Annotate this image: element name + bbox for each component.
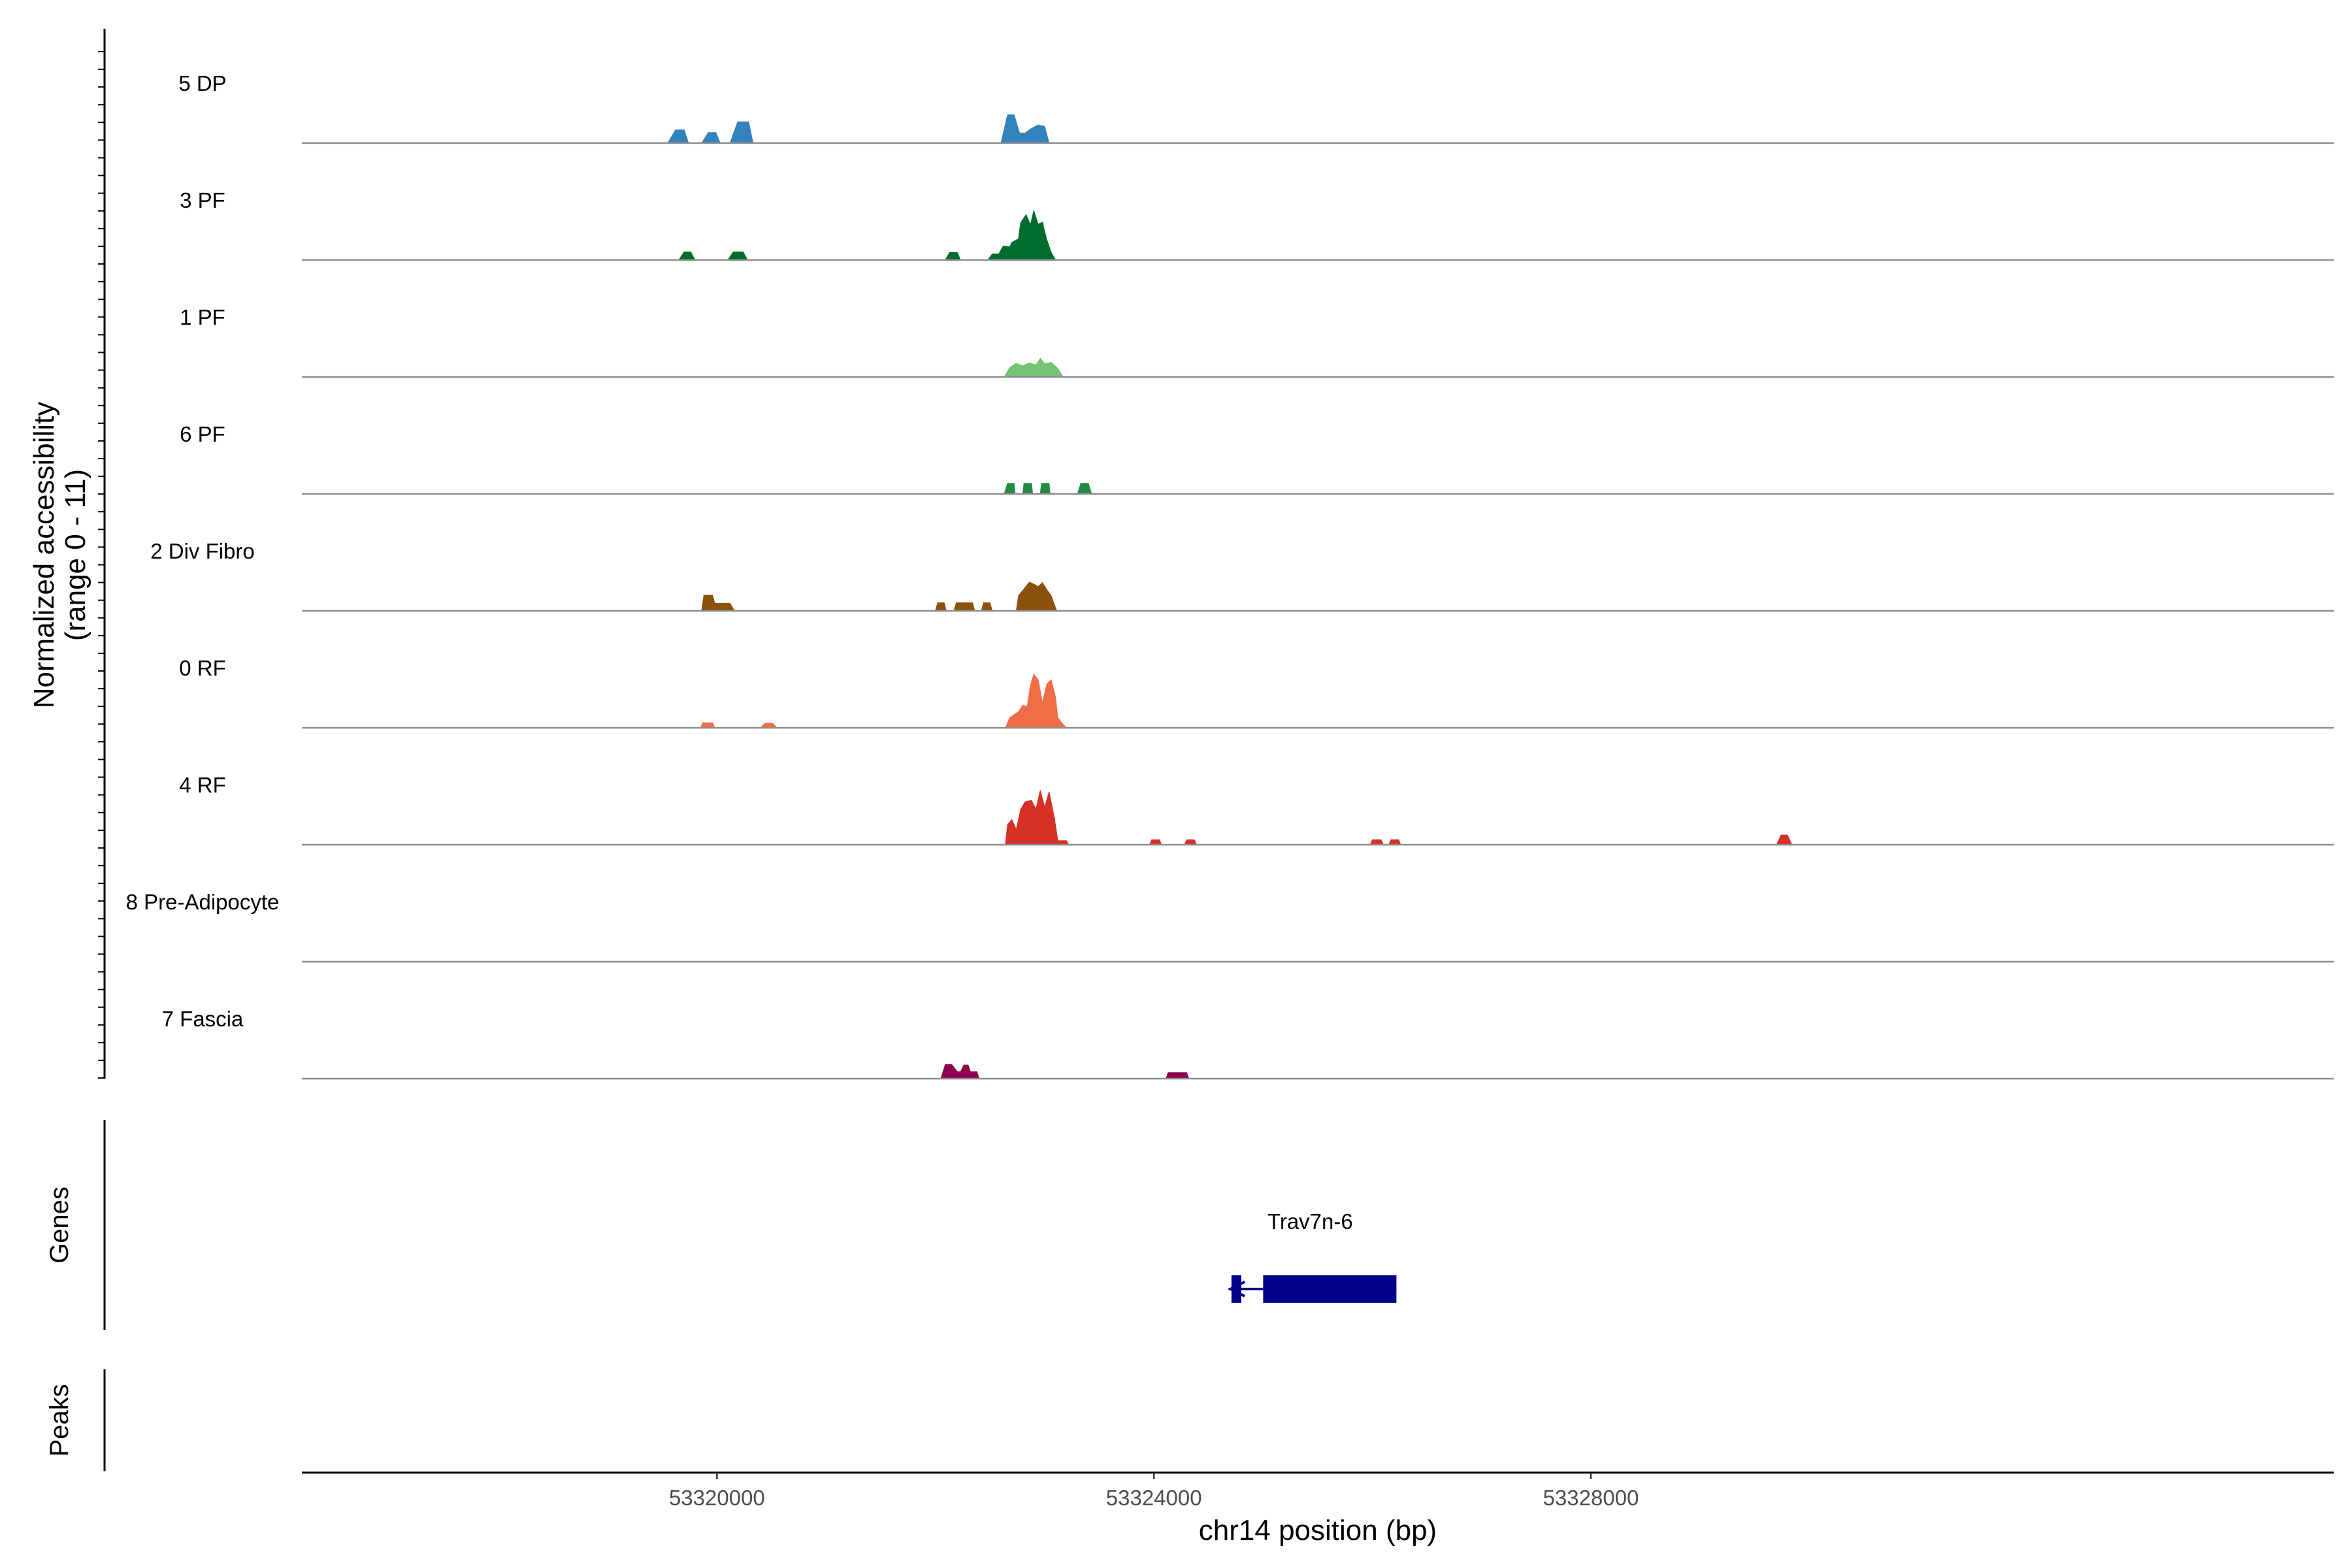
y-axis-group: Normalized accessibility(range 0 - 11) xyxy=(28,29,106,1079)
coverage-area xyxy=(1077,483,1092,495)
track-3-pf: 3 PF xyxy=(180,188,2334,261)
x-axis-group: 53320000 53324000 53328000 chr14 position (… xyxy=(302,1471,2334,1546)
peaks-panel: Peaks xyxy=(45,1369,106,1471)
track-label: 5 DP xyxy=(178,71,226,95)
gene-trav7n-6: Trav7n-6 xyxy=(1227,1209,1397,1303)
coverage-area xyxy=(1776,834,1793,845)
y-axis-title: Normalized accessibility(range 0 - 11) xyxy=(28,402,91,708)
track-4-rf: 4 RF xyxy=(179,773,2334,846)
gene-label: Trav7n-6 xyxy=(1267,1209,1353,1233)
track-label: 3 PF xyxy=(180,188,225,212)
track-0-rf: 0 RF xyxy=(179,656,2334,729)
coverage-area xyxy=(678,252,696,261)
coverage-area xyxy=(1039,483,1051,495)
coverage-area xyxy=(1004,357,1064,378)
x-axis-title: chr14 position (bp) xyxy=(1199,1514,1437,1546)
coverage-area xyxy=(1000,114,1050,144)
coverage-area xyxy=(1005,674,1068,728)
peaks-panel-title: Peaks xyxy=(45,1384,74,1456)
coverage-area xyxy=(940,1064,980,1079)
coverage-area xyxy=(953,602,975,612)
track-label: 4 RF xyxy=(179,773,226,797)
gene-exon xyxy=(1231,1275,1241,1303)
coverage-area xyxy=(667,129,689,144)
coverage-area xyxy=(729,122,754,144)
coverage-area xyxy=(944,252,961,261)
track-label: 2 Div Fibro xyxy=(150,539,255,563)
coverage-area xyxy=(701,132,721,144)
y-axis-title-line: (range 0 - 11) xyxy=(59,469,91,641)
track-7-fascia: 7 Fascia xyxy=(162,1007,2334,1080)
track-label: 7 Fascia xyxy=(162,1007,244,1031)
x-tick-label: 53328000 xyxy=(1543,1486,1639,1510)
y-axis-title-line: Normalized accessibility xyxy=(28,402,60,708)
gene-exon xyxy=(1263,1275,1397,1303)
coverage-area xyxy=(1015,581,1058,612)
track-label: 6 PF xyxy=(180,422,225,446)
coverage-area xyxy=(981,602,993,612)
track-1-pf: 1 PF xyxy=(180,305,2334,378)
track-6-pf: 6 PF xyxy=(180,422,2334,495)
track-5-dp: 5 DP xyxy=(178,71,2334,144)
genes-panel-title: Genes xyxy=(45,1186,74,1264)
coverage-area xyxy=(935,602,947,612)
coverage-tracks: 5 DP 3 PF 1 PF 6 PF 2 Div Fibro 0 RF 4 RF 8 Pre… xyxy=(126,71,2334,1080)
track-8-pre-adipocyte: 8 Pre-Adipocyte xyxy=(126,890,2334,963)
track-label: 8 Pre-Adipocyte xyxy=(126,890,280,914)
coverage-area xyxy=(701,595,735,612)
track-label: 1 PF xyxy=(180,305,225,329)
coverage-area xyxy=(1004,483,1016,495)
genes-panel: Genes Trav7n-6 xyxy=(45,1120,1397,1330)
coverage-area xyxy=(727,252,749,261)
track-label: 0 RF xyxy=(179,656,226,680)
track-2-div-fibro: 2 Div Fibro xyxy=(150,539,2334,612)
coverage-area xyxy=(1022,483,1034,495)
x-tick-label: 53324000 xyxy=(1106,1486,1202,1510)
coverage-area xyxy=(1005,790,1070,845)
x-tick-label: 53320000 xyxy=(669,1486,765,1510)
coverage-area xyxy=(1165,1072,1190,1079)
coverage-area xyxy=(987,209,1056,261)
